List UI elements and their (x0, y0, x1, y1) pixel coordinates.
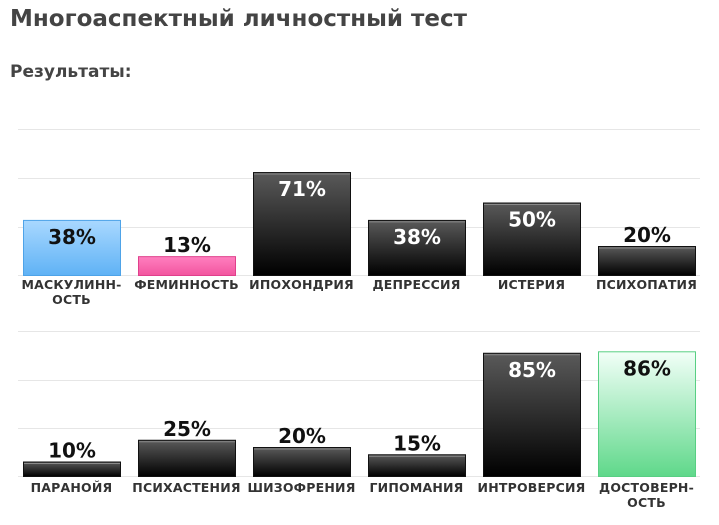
bar (23, 219, 121, 276)
bar (598, 351, 696, 477)
category-label: ГИПОМАНИЯ (369, 480, 464, 495)
bar (483, 202, 581, 276)
value-label: 86% (623, 356, 671, 380)
category-label: ПСИХАСТЕНИЯ (132, 480, 241, 495)
value-label: 13% (163, 233, 211, 257)
category-label: ШИЗОФРЕНИЯ (247, 480, 356, 495)
value-label: 38% (393, 225, 441, 249)
category-label: МАСКУЛИНН- ОСТЬ (21, 277, 122, 307)
chart-top: 38% 13% 71% 38% 50% 20% МАСКУЛИНН- ОСТЬ ФЕМИННО… (18, 129, 700, 307)
category-label: ДОСТОВЕРН- ОСТЬ (599, 480, 694, 510)
value-label: 50% (508, 208, 556, 232)
bar (368, 219, 466, 276)
bar (138, 439, 236, 477)
results-heading: Результаты: (10, 62, 132, 82)
category-label: ИСТЕРИЯ (497, 277, 566, 292)
value-label: 25% (163, 417, 211, 441)
category-label: ПСИХОПАТИЯ (595, 277, 698, 292)
category-label: ИПОХОНДРИЯ (249, 277, 354, 292)
value-label: 15% (393, 431, 441, 455)
bar (138, 256, 236, 276)
category-label: ДЕПРЕССИЯ (372, 277, 461, 292)
category-label: ФЕМИННОСТЬ (134, 277, 239, 292)
page-title: Многоаспектный личностный тест (10, 6, 467, 32)
bar (253, 172, 351, 276)
bar (23, 461, 121, 477)
bar (598, 246, 696, 276)
bar (368, 454, 466, 477)
value-label: 10% (48, 439, 96, 463)
bar (253, 447, 351, 477)
value-label: 71% (278, 177, 326, 201)
category-label: ИНТРОВЕРСИЯ (477, 480, 586, 495)
value-label: 85% (508, 358, 556, 382)
value-label: 20% (278, 424, 326, 448)
value-label: 20% (623, 223, 671, 247)
category-label: ПАРАНОЙЯ (30, 480, 113, 495)
value-label: 38% (48, 225, 96, 249)
bar (483, 352, 581, 477)
